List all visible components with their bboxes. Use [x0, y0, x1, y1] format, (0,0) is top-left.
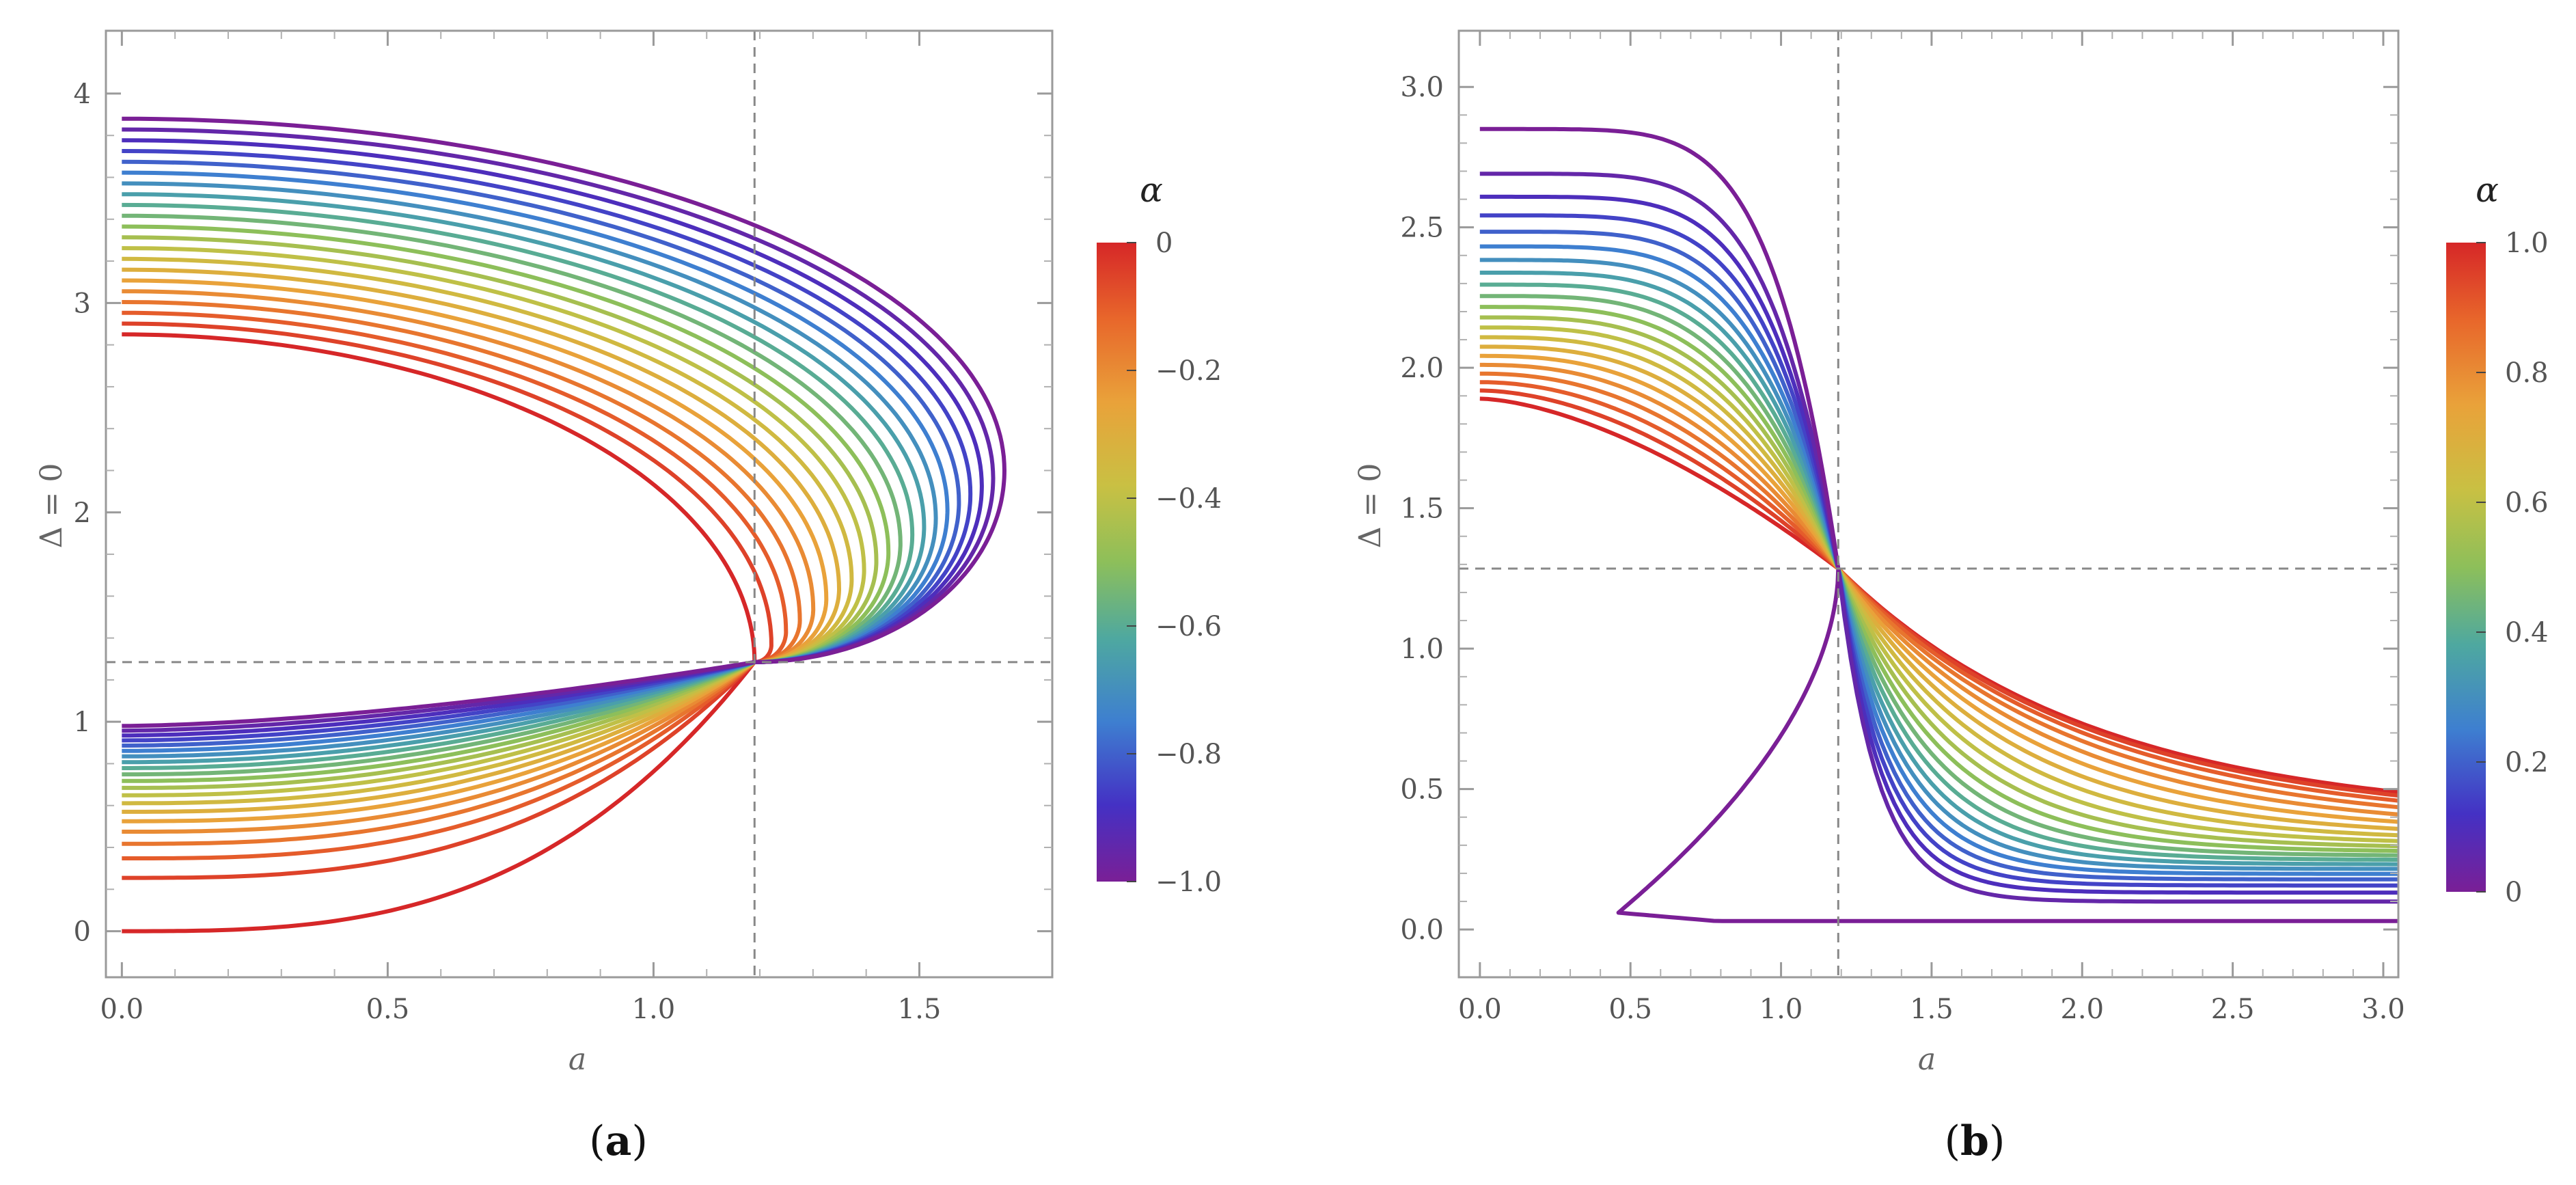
panel-b-ticks: 0.0 0.5 1.0 1.5 2.0 2.5 3.0 0.0 0.5 1.0 1.5 2.0 2.5 3… — [1400, 31, 2405, 1025]
series-curve — [122, 192, 927, 765]
x-tick-label: 0.5 — [366, 994, 410, 1025]
series-curve — [122, 213, 903, 777]
series-curve — [122, 256, 854, 806]
x-tick-label: 1.5 — [898, 994, 942, 1025]
panel-a-ylabel: Δ = 0 — [34, 463, 69, 549]
colorbar-tick-label: −0.4 — [1155, 483, 1222, 515]
series-curve — [122, 159, 961, 748]
colorbar-tick-label: −1.0 — [1155, 867, 1222, 898]
y-tick-label: 3.0 — [1400, 72, 1444, 103]
y-tick-label: 3 — [74, 288, 91, 319]
series-curve — [122, 321, 773, 880]
panel-b-reflines — [1459, 31, 2398, 977]
series-curve — [122, 181, 938, 759]
y-tick-label: 2.0 — [1400, 353, 1444, 384]
series-curve — [122, 246, 866, 798]
colorbar-tick-label: −0.8 — [1155, 739, 1222, 770]
y-tick-label: 1 — [74, 707, 91, 738]
series-curve — [122, 289, 816, 834]
panel-a-colorbar: α 0 −0.2 −0.4 −0.6 −0.8 −1.0 — [1097, 170, 1222, 898]
panel-b-ylabel: Δ = 0 — [1353, 463, 1388, 549]
series-curve — [122, 170, 950, 753]
y-tick-label: 2.5 — [1400, 213, 1444, 244]
series-curve — [1479, 380, 2399, 803]
panel-a: 0.0 0.5 1.0 1.5 0 1 2 3 4 a Δ = 0 α 0 −0.2 −0.4 −0.… — [34, 29, 1222, 1165]
y-tick-label: 0.5 — [1400, 774, 1444, 806]
x-tick-label: 0.0 — [1458, 994, 1502, 1025]
colorbar-tick-label: 1.0 — [2505, 228, 2549, 259]
panel-a-caption: (a) — [589, 1117, 648, 1165]
y-tick-label: 1.5 — [1400, 493, 1444, 525]
x-tick-label: 0.0 — [100, 994, 144, 1025]
y-tick-label: 0.0 — [1400, 914, 1444, 946]
y-tick-label: 1.0 — [1400, 634, 1444, 665]
panel-a-reflines — [106, 31, 1052, 977]
panel-a-colorbar-title: α — [1140, 170, 1163, 210]
y-tick-label: 4 — [74, 79, 91, 110]
panel-a-ticks: 0.0 0.5 1.0 1.5 0 1 2 3 4 — [74, 31, 1052, 1025]
x-tick-label: 1.5 — [1910, 994, 1954, 1025]
panel-b-colorbar-title: α — [2476, 170, 2499, 210]
x-tick-label: 1.0 — [632, 994, 676, 1025]
x-tick-label: 2.0 — [2060, 994, 2104, 1025]
panel-b-curves — [1479, 126, 2399, 923]
colorbar-tick-label: −0.6 — [1155, 611, 1222, 642]
x-tick-label: 1.0 — [1759, 994, 1803, 1025]
panel-a-xlabel: a — [568, 1042, 586, 1077]
colorbar-tick-label: 0 — [1155, 228, 1173, 259]
x-tick-label: 0.5 — [1608, 994, 1652, 1025]
panel-a-colorbar-gradient — [1097, 243, 1136, 882]
series-curve — [1479, 126, 2398, 923]
panel-b-xlabel: a — [1918, 1042, 1936, 1077]
series-curve — [122, 138, 984, 738]
series-curve — [122, 267, 841, 814]
series-curve — [122, 310, 789, 860]
x-tick-label: 3.0 — [2361, 994, 2405, 1025]
panel-b-caption: (b) — [1945, 1117, 2005, 1165]
y-tick-label: 0 — [74, 916, 91, 948]
colorbar-tick-label: −0.2 — [1155, 355, 1222, 387]
series-curve — [1479, 371, 2399, 810]
series-curve — [1479, 353, 2399, 824]
series-curve — [1479, 305, 2399, 854]
series-curve — [122, 235, 879, 790]
colorbar-tick-label: 0.8 — [2505, 357, 2549, 389]
series-curve — [122, 116, 1006, 728]
series-curve — [122, 278, 829, 823]
colorbar-tick-label: 0.6 — [2505, 487, 2549, 519]
series-curve — [122, 127, 996, 733]
series-curve — [122, 300, 802, 846]
panel-b: 0.0 0.5 1.0 1.5 2.0 2.5 3.0 0.0 0.5 1.0 1.5 2.0 2.5 3… — [1353, 29, 2549, 1165]
y-tick-label: 2 — [74, 498, 91, 529]
panel-b-colorbar: α 1.0 0.8 0.6 0.4 0.2 0 — [2446, 170, 2549, 908]
series-curve — [122, 202, 915, 770]
x-tick-label: 2.5 — [2211, 994, 2255, 1025]
colorbar-tick-label: 0 — [2505, 877, 2522, 908]
panel-b-colorbar-gradient — [2446, 243, 2486, 892]
series-curve — [122, 149, 973, 743]
series-curve — [122, 224, 891, 783]
colorbar-tick-label: 0.4 — [2505, 617, 2549, 649]
panel-a-frame — [105, 29, 1054, 979]
panel-a-curves — [122, 116, 1006, 934]
panel-b-frame — [1457, 29, 2400, 979]
colorbar-tick-label: 0.2 — [2505, 747, 2549, 778]
series-curve — [1479, 344, 2399, 831]
